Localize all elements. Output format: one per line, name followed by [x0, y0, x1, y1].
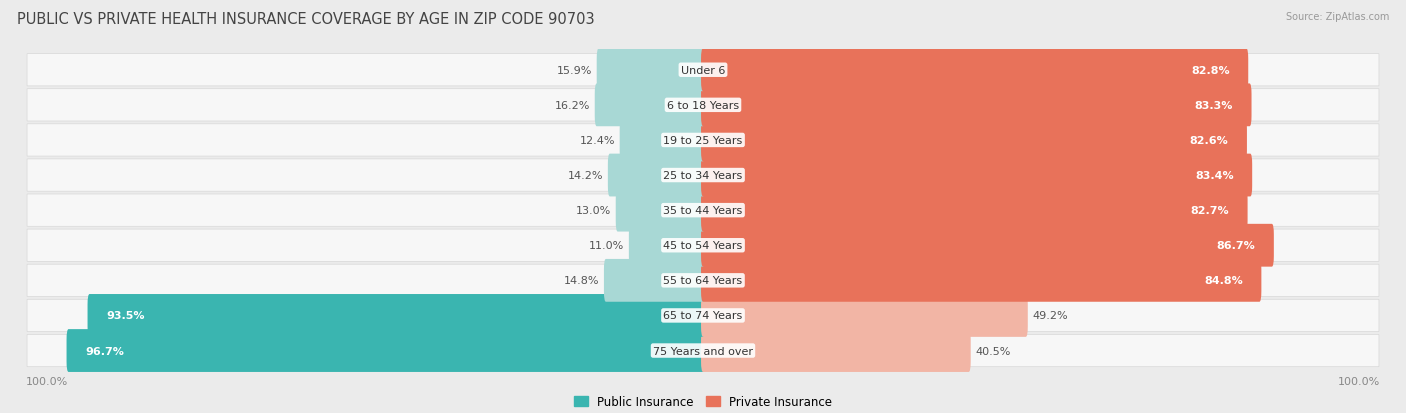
Text: 45 to 54 Years: 45 to 54 Years	[664, 241, 742, 251]
Text: 14.8%: 14.8%	[564, 275, 599, 286]
FancyBboxPatch shape	[702, 224, 1274, 267]
Text: 16.2%: 16.2%	[555, 101, 591, 111]
Text: 40.5%: 40.5%	[976, 346, 1011, 356]
Text: Under 6: Under 6	[681, 66, 725, 76]
Text: 84.8%: 84.8%	[1205, 275, 1243, 286]
Text: 15.9%: 15.9%	[557, 66, 592, 76]
FancyBboxPatch shape	[702, 259, 1261, 302]
Text: 11.0%: 11.0%	[589, 241, 624, 251]
Text: 25 to 34 Years: 25 to 34 Years	[664, 171, 742, 180]
Text: 83.3%: 83.3%	[1195, 101, 1233, 111]
Text: 55 to 64 Years: 55 to 64 Years	[664, 275, 742, 286]
Text: 35 to 44 Years: 35 to 44 Years	[664, 206, 742, 216]
Text: 75 Years and over: 75 Years and over	[652, 346, 754, 356]
Text: Source: ZipAtlas.com: Source: ZipAtlas.com	[1285, 12, 1389, 22]
Text: 82.6%: 82.6%	[1189, 135, 1229, 146]
FancyBboxPatch shape	[27, 265, 1379, 297]
FancyBboxPatch shape	[607, 154, 704, 197]
Text: 19 to 25 Years: 19 to 25 Years	[664, 135, 742, 146]
FancyBboxPatch shape	[27, 195, 1379, 227]
FancyBboxPatch shape	[702, 329, 970, 372]
Text: 93.5%: 93.5%	[105, 311, 145, 320]
FancyBboxPatch shape	[628, 224, 704, 267]
Text: 14.2%: 14.2%	[568, 171, 603, 180]
FancyBboxPatch shape	[702, 294, 1028, 337]
FancyBboxPatch shape	[605, 259, 704, 302]
Text: 12.4%: 12.4%	[579, 135, 614, 146]
FancyBboxPatch shape	[702, 119, 1247, 162]
Text: 49.2%: 49.2%	[1032, 311, 1069, 320]
FancyBboxPatch shape	[27, 55, 1379, 87]
FancyBboxPatch shape	[27, 299, 1379, 332]
FancyBboxPatch shape	[702, 49, 1249, 92]
Text: 6 to 18 Years: 6 to 18 Years	[666, 101, 740, 111]
FancyBboxPatch shape	[27, 335, 1379, 367]
FancyBboxPatch shape	[702, 154, 1253, 197]
FancyBboxPatch shape	[87, 294, 704, 337]
Text: 96.7%: 96.7%	[84, 346, 124, 356]
FancyBboxPatch shape	[616, 189, 704, 232]
FancyBboxPatch shape	[27, 90, 1379, 122]
Text: 82.8%: 82.8%	[1191, 66, 1230, 76]
FancyBboxPatch shape	[27, 230, 1379, 262]
Text: 65 to 74 Years: 65 to 74 Years	[664, 311, 742, 320]
Text: PUBLIC VS PRIVATE HEALTH INSURANCE COVERAGE BY AGE IN ZIP CODE 90703: PUBLIC VS PRIVATE HEALTH INSURANCE COVER…	[17, 12, 595, 27]
Legend: Public Insurance, Private Insurance: Public Insurance, Private Insurance	[574, 395, 832, 408]
FancyBboxPatch shape	[702, 84, 1251, 127]
FancyBboxPatch shape	[620, 119, 704, 162]
Text: 82.7%: 82.7%	[1191, 206, 1229, 216]
FancyBboxPatch shape	[27, 159, 1379, 192]
FancyBboxPatch shape	[66, 329, 704, 372]
Text: 13.0%: 13.0%	[576, 206, 612, 216]
Text: 83.4%: 83.4%	[1195, 171, 1234, 180]
FancyBboxPatch shape	[595, 84, 704, 127]
FancyBboxPatch shape	[596, 49, 704, 92]
FancyBboxPatch shape	[27, 124, 1379, 157]
FancyBboxPatch shape	[702, 189, 1247, 232]
Text: 86.7%: 86.7%	[1216, 241, 1256, 251]
